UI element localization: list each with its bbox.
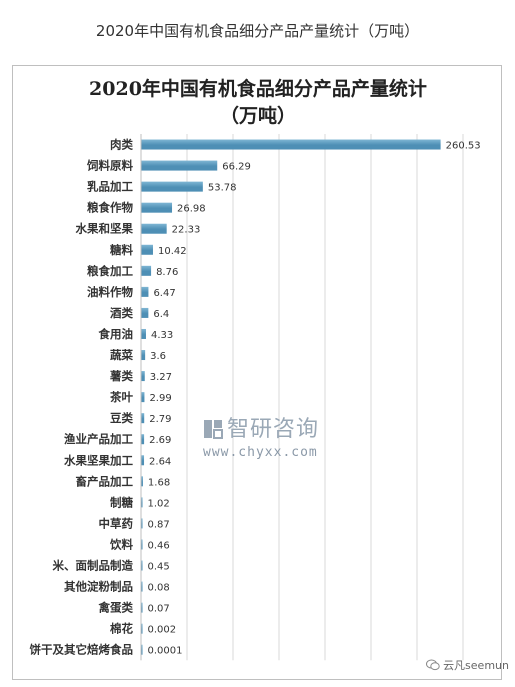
bar [141,476,143,487]
category-label: 饲料原料 [86,159,133,173]
value-label: 4.33 [151,330,173,341]
watermark-brand-text: 智研咨询 [227,417,320,442]
category-label: 粮食作物 [87,201,133,215]
page-title: 2020年中国有机食品细分产品产量统计（万吨） [95,22,420,40]
category-label: 其他淀粉制品 [64,580,133,594]
chart-frame: 2020年中国有机食品细分产品产量统计 （万吨） 肉类 260.53 饲料原料 66.… [12,65,502,680]
category-label: 乳品加工 [87,180,133,194]
value-label: 8.76 [156,267,178,278]
bar [141,623,143,634]
category-label: 饼干及其它焙烤食品 [30,643,134,657]
value-label: 2.79 [149,414,171,425]
bar [141,602,143,613]
value-label: 0.46 [148,540,170,551]
category-label: 薯类 [109,369,133,383]
credit-text: 云凡seemun [443,659,509,672]
category-label: 糖料 [110,243,133,257]
value-label: 260.53 [446,141,481,152]
category-label: 豆类 [110,411,133,425]
value-label: 2.69 [149,435,171,446]
bar [141,413,145,424]
bar [141,434,145,445]
value-label: 0.08 [148,583,170,594]
value-label: 53.78 [208,183,237,194]
watermark-url: www.chyxx.com [203,445,318,460]
category-label: 渔业产品加工 [64,432,133,446]
chart-title-line-1: 2020年中国有机食品细分产品产量统计 [89,78,427,100]
value-label: 0.45 [148,562,170,573]
category-label: 禽蛋类 [98,601,134,615]
bar [141,560,143,571]
bar [141,223,167,234]
category-label: 饮料 [109,537,133,551]
bar [141,539,143,550]
category-label: 酒类 [110,306,133,320]
wechat-icon [426,659,440,671]
value-label: 10.42 [158,246,187,257]
value-label: 1.02 [148,498,170,509]
category-label: 油料作物 [87,285,133,299]
value-label: 6.47 [153,288,175,299]
bar [141,350,146,361]
bar [141,307,149,318]
chart-title: 2020年中国有机食品细分产品产量统计 （万吨） [13,76,503,130]
value-label: 1.68 [148,477,170,488]
category-label: 棉花 [110,622,133,636]
value-label: 2.64 [149,456,171,467]
category-label: 米、面制品制造 [52,559,134,573]
bar [141,286,149,297]
category-label: 中草药 [99,516,134,530]
value-label: 66.29 [222,162,251,173]
category-label: 肉类 [110,138,133,152]
bar [141,371,145,382]
bar-chart: 肉类 260.53 饲料原料 66.29 乳品加工 53.78 粮食作物 26.98 水果和坚果… [30,134,481,661]
bar [141,581,143,592]
credit: 云凡seemun [426,657,509,673]
category-label: 蔬菜 [110,348,133,362]
value-label: 0.0001 [148,646,183,657]
bar [141,518,143,529]
bar [141,392,145,403]
value-label: 22.33 [172,225,201,236]
value-label: 26.98 [177,204,206,215]
value-label: 0.07 [148,604,170,615]
category-label: 茶叶 [109,390,133,404]
value-label: 0.002 [148,625,177,636]
value-label: 3.27 [150,372,172,383]
value-label: 2.99 [149,393,171,404]
category-label: 水果坚果加工 [64,453,133,467]
bar [141,202,173,213]
bar [141,181,203,192]
chyxx-logo-icon [204,420,223,439]
category-label: 食用油 [99,327,134,341]
bar [141,244,153,255]
bar [141,139,441,150]
bar [141,455,145,466]
watermark-brand: 智研咨询 [203,411,353,443]
bar [141,265,152,276]
chart-title-line-2: （万吨） [219,105,296,127]
category-label: 制糖 [110,495,133,509]
value-label: 0.87 [148,519,170,530]
watermark: 智研咨询 www.chyxx.com [203,411,353,460]
bar [141,644,143,655]
category-label: 粮食加工 [87,264,133,278]
value-label: 3.6 [150,351,166,362]
category-label: 畜产品加工 [76,474,134,488]
category-label: 水果和坚果 [76,222,134,236]
bar [141,328,146,339]
value-label: 6.4 [153,309,169,320]
bar [141,497,143,508]
bar [141,160,218,171]
